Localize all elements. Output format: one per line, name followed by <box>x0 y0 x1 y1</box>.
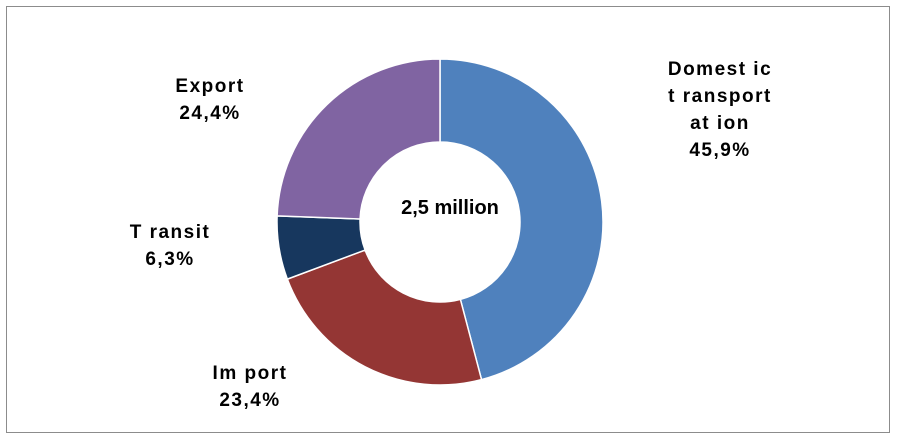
slice-label-import-line-1: Im port <box>212 363 288 384</box>
slice-label-domestic-line-2: t ransport <box>668 86 772 107</box>
slice-value-export: 24,4% <box>179 103 241 124</box>
slice-label-export: Export 24,4% <box>140 73 280 127</box>
slice-label-transit: T ransit 6,3% <box>100 219 240 273</box>
slice-value-domestic: 45,9% <box>689 140 751 161</box>
slice-label-domestic-line-3: at ion <box>690 113 750 134</box>
slice-label-export-line-1: Export <box>175 76 245 97</box>
slice-label-domestic-transportation: Domest ic t ransport at ion 45,9% <box>620 56 820 164</box>
slice-domestic-transportation <box>439 58 604 381</box>
slice-label-domestic-line-1: Domest ic <box>667 59 773 80</box>
slice-value-transit: 6,3% <box>145 249 195 270</box>
slice-value-import: 23,4% <box>219 390 281 411</box>
slice-label-transit-line-1: T ransit <box>129 222 211 243</box>
slice-label-import: Im port 23,4% <box>180 360 320 414</box>
slice-export <box>276 58 441 220</box>
donut-center-total: 2,5 million <box>401 197 499 219</box>
slice-import <box>286 249 483 386</box>
